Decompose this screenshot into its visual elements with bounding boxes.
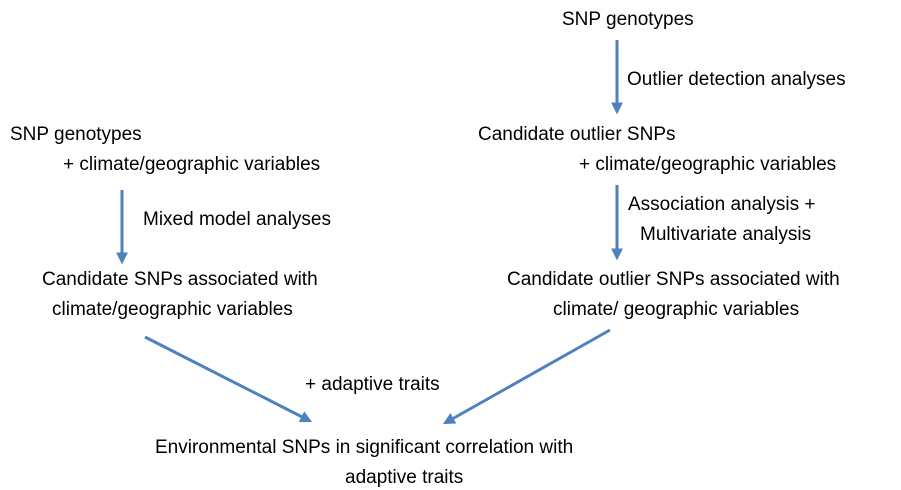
node-text: SNP genotypes: [562, 9, 694, 30]
node-text: Environmental SNPs in significant correl…: [155, 437, 573, 458]
node-text: Candidate outlier SNPs associated with: [507, 269, 840, 290]
edge-label: Association analysis +: [628, 194, 815, 215]
node-text: climate/geographic variables: [52, 299, 293, 320]
node-text: + climate/geographic variables: [579, 154, 836, 175]
arrows: [116, 40, 623, 425]
arrow: [442, 328, 611, 425]
node-text: climate/ geographic variables: [553, 299, 799, 320]
texts: SNP genotypes Outlier detection analyses…: [10, 9, 846, 488]
node-text: adaptive traits: [345, 467, 463, 488]
node-text: + climate/geographic variables: [63, 154, 320, 175]
edge-label: Multivariate analysis: [640, 224, 811, 245]
node-text: SNP genotypes: [10, 124, 142, 145]
edge-label: Mixed model analyses: [143, 209, 331, 230]
node-text: Candidate SNPs associated with: [42, 269, 318, 290]
arrow: [144, 335, 313, 423]
edge-label: + adaptive traits: [305, 374, 440, 395]
node-text: Candidate outlier SNPs: [478, 124, 676, 145]
edge-label: Outlier detection analyses: [627, 69, 846, 90]
